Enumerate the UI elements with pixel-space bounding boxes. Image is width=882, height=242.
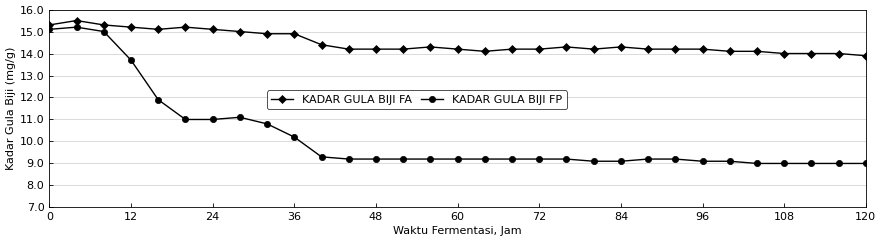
KADAR GULA BIJI FP [370, 158, 381, 160]
KADAR GULA BIJI FA [398, 48, 408, 51]
KADAR GULA BIJI FP [207, 118, 218, 121]
KADAR GULA BIJI FA [698, 48, 708, 51]
Line: KADAR GULA BIJI FA: KADAR GULA BIJI FA [46, 17, 869, 59]
KADAR GULA BIJI FP [425, 158, 436, 160]
KADAR GULA BIJI FP [99, 30, 109, 33]
KADAR GULA BIJI FA [289, 32, 300, 35]
KADAR GULA BIJI FP [698, 160, 708, 163]
KADAR GULA BIJI FA [643, 48, 654, 51]
KADAR GULA BIJI FA [262, 32, 273, 35]
KADAR GULA BIJI FP [724, 160, 735, 163]
KADAR GULA BIJI FA [724, 50, 735, 53]
KADAR GULA BIJI FP [833, 162, 844, 165]
KADAR GULA BIJI FA [751, 50, 762, 53]
KADAR GULA BIJI FA [126, 26, 137, 29]
KADAR GULA BIJI FA [588, 48, 599, 51]
KADAR GULA BIJI FP [317, 155, 327, 158]
KADAR GULA BIJI FP [861, 162, 871, 165]
KADAR GULA BIJI FA [452, 48, 463, 51]
KADAR GULA BIJI FP [126, 59, 137, 61]
KADAR GULA BIJI FP [588, 160, 599, 163]
KADAR GULA BIJI FA [153, 28, 163, 31]
Y-axis label: Kadar Gula Biji (mg/g): Kadar Gula Biji (mg/g) [5, 47, 16, 170]
KADAR GULA BIJI FA [71, 19, 82, 22]
X-axis label: Waktu Fermentasi, Jam: Waktu Fermentasi, Jam [393, 227, 522, 236]
Legend: KADAR GULA BIJI FA, KADAR GULA BIJI FP: KADAR GULA BIJI FA, KADAR GULA BIJI FP [266, 90, 567, 109]
KADAR GULA BIJI FA [561, 45, 572, 48]
KADAR GULA BIJI FA [235, 30, 245, 33]
Line: KADAR GULA BIJI FP: KADAR GULA BIJI FP [46, 24, 869, 166]
KADAR GULA BIJI FP [779, 162, 789, 165]
KADAR GULA BIJI FA [534, 48, 544, 51]
KADAR GULA BIJI FP [289, 136, 300, 138]
KADAR GULA BIJI FP [561, 158, 572, 160]
KADAR GULA BIJI FA [425, 45, 436, 48]
KADAR GULA BIJI FA [806, 52, 817, 55]
KADAR GULA BIJI FA [44, 23, 55, 26]
KADAR GULA BIJI FP [616, 160, 626, 163]
KADAR GULA BIJI FA [833, 52, 844, 55]
KADAR GULA BIJI FP [262, 122, 273, 125]
KADAR GULA BIJI FA [861, 54, 871, 57]
KADAR GULA BIJI FP [153, 98, 163, 101]
KADAR GULA BIJI FA [670, 48, 681, 51]
KADAR GULA BIJI FP [452, 158, 463, 160]
KADAR GULA BIJI FA [779, 52, 789, 55]
KADAR GULA BIJI FP [534, 158, 544, 160]
KADAR GULA BIJI FA [317, 43, 327, 46]
KADAR GULA BIJI FP [480, 158, 490, 160]
KADAR GULA BIJI FA [480, 50, 490, 53]
KADAR GULA BIJI FP [670, 158, 681, 160]
KADAR GULA BIJI FP [806, 162, 817, 165]
KADAR GULA BIJI FP [44, 28, 55, 31]
KADAR GULA BIJI FP [751, 162, 762, 165]
KADAR GULA BIJI FP [507, 158, 518, 160]
KADAR GULA BIJI FP [643, 158, 654, 160]
KADAR GULA BIJI FP [398, 158, 408, 160]
KADAR GULA BIJI FP [71, 26, 82, 29]
KADAR GULA BIJI FP [180, 118, 191, 121]
KADAR GULA BIJI FA [99, 23, 109, 26]
KADAR GULA BIJI FA [507, 48, 518, 51]
KADAR GULA BIJI FA [616, 45, 626, 48]
KADAR GULA BIJI FA [207, 28, 218, 31]
KADAR GULA BIJI FA [180, 26, 191, 29]
KADAR GULA BIJI FA [370, 48, 381, 51]
KADAR GULA BIJI FP [343, 158, 354, 160]
KADAR GULA BIJI FP [235, 116, 245, 119]
KADAR GULA BIJI FA [343, 48, 354, 51]
